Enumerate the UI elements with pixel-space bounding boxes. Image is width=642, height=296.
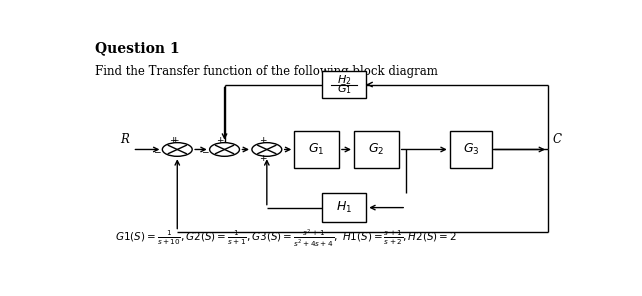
- Text: $H_1$: $H_1$: [336, 200, 352, 215]
- Text: C: C: [552, 133, 561, 146]
- Text: $G1(S)=\frac{1}{s+10}, G2(S)=\frac{1}{s+1}, G3(S)=\frac{s^2+1}{s^2+4s+4},\ H1(S): $G1(S)=\frac{1}{s+10}, G2(S)=\frac{1}{s+…: [115, 228, 457, 249]
- Bar: [322, 193, 367, 222]
- Text: $G_1$: $G_1$: [336, 83, 351, 96]
- Text: Find the Transfer function of the following block diagram: Find the Transfer function of the follow…: [95, 65, 438, 78]
- Bar: [322, 71, 367, 98]
- Bar: [294, 131, 339, 168]
- Text: $G_2$: $G_2$: [368, 142, 385, 157]
- Bar: [449, 131, 492, 168]
- Text: −: −: [201, 147, 208, 156]
- Bar: [354, 131, 399, 168]
- Circle shape: [252, 143, 282, 156]
- Text: +: +: [171, 136, 178, 145]
- Text: $H_2$: $H_2$: [336, 73, 351, 87]
- Text: −: −: [153, 147, 161, 156]
- Text: R: R: [121, 133, 130, 146]
- Circle shape: [162, 143, 192, 156]
- Circle shape: [209, 143, 239, 156]
- Text: +: +: [169, 136, 177, 145]
- Text: $G_1$: $G_1$: [308, 142, 325, 157]
- Text: Question 1: Question 1: [95, 41, 180, 55]
- Text: $G_3$: $G_3$: [462, 142, 479, 157]
- Text: +: +: [216, 136, 224, 145]
- Text: +: +: [259, 154, 266, 163]
- Text: +: +: [259, 136, 266, 145]
